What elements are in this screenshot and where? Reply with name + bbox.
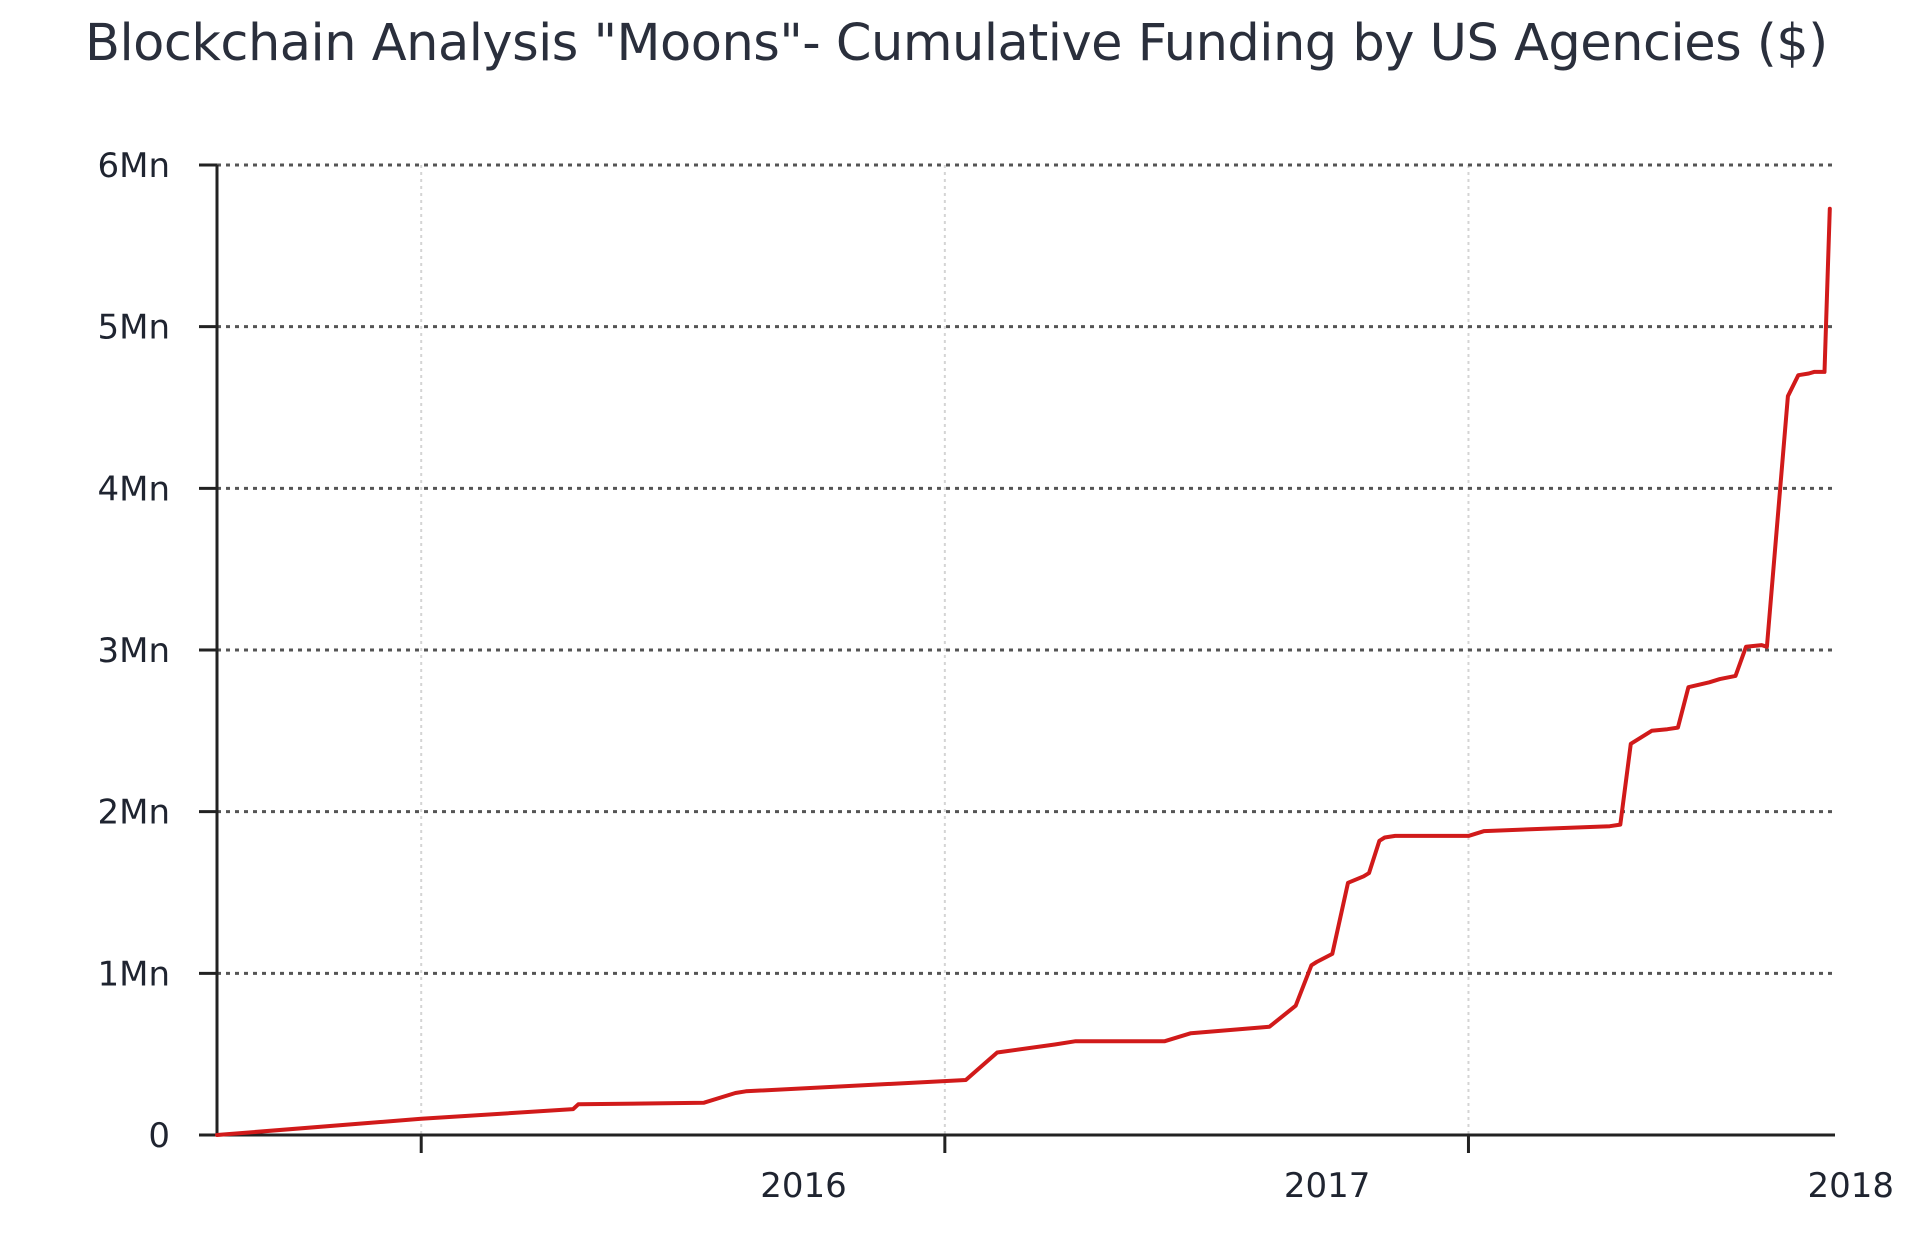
series <box>215 206 1832 1137</box>
grid <box>199 163 1835 1153</box>
x-tick-label-2: 2018 <box>1807 1166 1894 1206</box>
y-tick-label-4: 4Mn <box>97 469 170 509</box>
y-tick-label-1: 1Mn <box>97 954 170 994</box>
axes <box>215 165 1835 1137</box>
y-tick-label-3: 3Mn <box>97 631 170 671</box>
x-tick-label-0: 2016 <box>760 1166 847 1206</box>
x-tick-label-1: 2017 <box>1284 1166 1371 1206</box>
series-line-0 <box>215 206 1832 1137</box>
y-tick-labels: 0 1Mn 2Mn 3Mn 4Mn 5Mn 6Mn <box>97 146 170 1156</box>
chart-title: Blockchain Analysis "Moons"- Cumulative … <box>85 14 1828 73</box>
y-tick-label-5: 5Mn <box>97 308 170 348</box>
y-tick-label-6: 6Mn <box>97 146 170 186</box>
y-tick-label-0: 0 <box>148 1116 170 1156</box>
x-tick-labels: 2016 2017 2018 <box>760 1166 1894 1206</box>
y-tick-label-2: 2Mn <box>97 793 170 833</box>
